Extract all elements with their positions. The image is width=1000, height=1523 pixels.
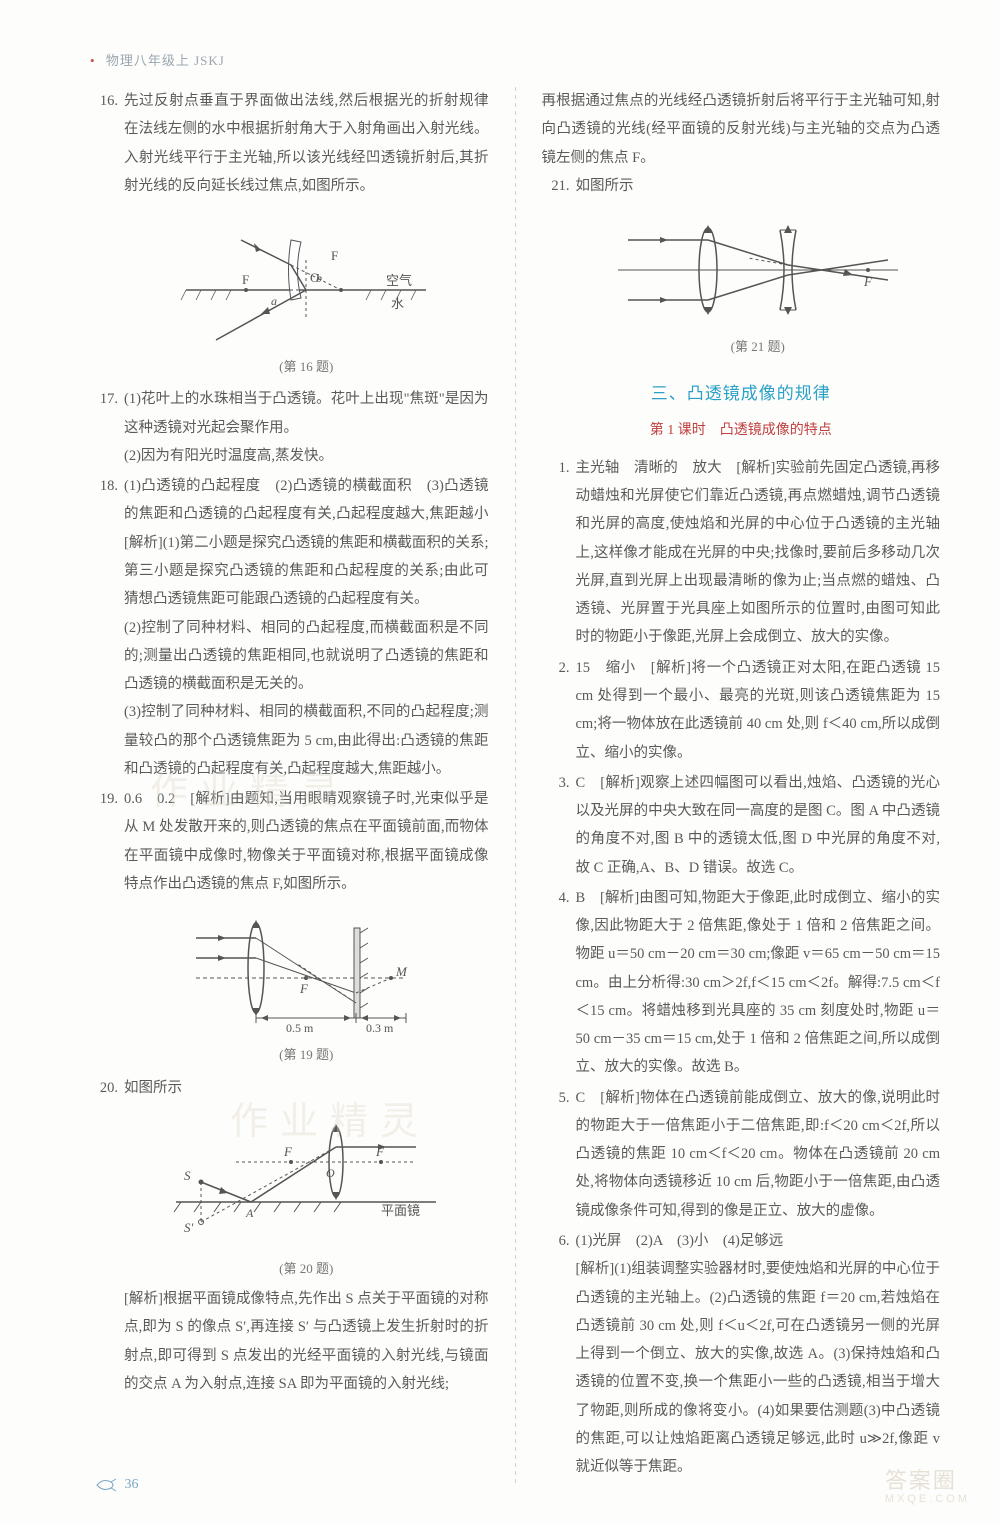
svg-text:b: b bbox=[316, 271, 322, 285]
q17-p1: (1)花叶上的水珠相当于凸透镜。花叶上出现"焦斑"是因为这种透镜对光起会聚作用。 bbox=[124, 385, 489, 442]
r-q6-analysis: [解析](1)组装调整实验器材时,要使烛焰和光屏的中心位于凸透镜的主光轴上。(2… bbox=[576, 1255, 941, 1481]
q17-num: 17. bbox=[90, 385, 124, 470]
q19-text: 0.6 0.2 [解析]由题知,当用眼睛观察镜子时,光束似乎是从 M 处发散开来… bbox=[124, 791, 489, 892]
q16-figure: F F O a b 空气 水 bbox=[124, 210, 489, 379]
r-q2: 2. 15 缩小 [解析]将一个凸透镜正对太阳,在距凸透镜 15 cm 处得到一… bbox=[542, 654, 941, 767]
svg-text:空气: 空气 bbox=[386, 273, 412, 288]
page-number: 36 bbox=[95, 1477, 139, 1493]
page: • 物理八年级上 JSKJ 作业精灵 作业精灵 16. 先过反射点垂直于界面做出… bbox=[0, 0, 1000, 1523]
q17: 17. (1)花叶上的水珠相当于凸透镜。花叶上出现"焦斑"是因为这种透镜对光起会… bbox=[90, 385, 489, 470]
r-q4-text: B [解析]由图可知,物距大于像距,此时成倒立、缩小的实像,因此物距大于 2 倍… bbox=[576, 884, 941, 1082]
q18-p1: (1)凸透镜的凸起程度 (2)凸透镜的横截面积 (3)凸透镜的焦距和凸透镜的凸起… bbox=[124, 472, 489, 613]
q18-body: (1)凸透镜的凸起程度 (2)凸透镜的横截面积 (3)凸透镜的焦距和凸透镜的凸起… bbox=[124, 472, 489, 783]
q20-figure: S S′ A F F O 平面镜 (第 20 题) bbox=[124, 1112, 489, 1281]
r-q4: 4. B [解析]由图可知,物距大于像距,此时成倒立、缩小的实像,因此物距大于 … bbox=[542, 884, 941, 1082]
r-q6-body: (1)光屏 (2)A (3)小 (4)足够远 [解析](1)组装调整实验器材时,… bbox=[576, 1227, 941, 1481]
q20-svg: S S′ A F F O 平面镜 bbox=[166, 1112, 446, 1252]
r-q6-num: 6. bbox=[542, 1227, 576, 1481]
fish-icon bbox=[95, 1478, 117, 1492]
svg-text:S′: S′ bbox=[184, 1220, 194, 1235]
q18: 18. (1)凸透镜的凸起程度 (2)凸透镜的横截面积 (3)凸透镜的焦距和凸透… bbox=[90, 472, 489, 783]
q20-num: 20. bbox=[90, 1074, 124, 1399]
svg-text:O: O bbox=[326, 1166, 335, 1180]
q18-p3: (3)控制了同种材料、相同的横截面积,不同的凸起程度;测量较凸的那个凸透镜焦距为… bbox=[124, 698, 489, 783]
q21-svg: F bbox=[608, 210, 908, 330]
r-q4-num: 4. bbox=[542, 884, 576, 1082]
column-divider bbox=[515, 87, 516, 1483]
watermark-corner: 答案圈 MXQE.COM bbox=[885, 1469, 970, 1505]
q17-body: (1)花叶上的水珠相当于凸透镜。花叶上出现"焦斑"是因为这种透镜对光起会聚作用。… bbox=[124, 385, 489, 470]
q20-text: 如图所示 bbox=[124, 1080, 182, 1096]
q16-svg: F F O a b 空气 水 bbox=[176, 210, 436, 350]
r-q1: 1. 主光轴 清晰的 放大 [解析]实验前先固定凸透镜,再移动蜡烛和光屏使它们靠… bbox=[542, 454, 941, 652]
r-q5-num: 5. bbox=[542, 1084, 576, 1225]
svg-text:F: F bbox=[331, 248, 338, 263]
watermark-big: 答案圈 bbox=[885, 1468, 957, 1493]
q19: 19. 0.6 0.2 [解析]由题知,当用眼睛观察镜子时,光束似乎是从 M 处… bbox=[90, 785, 489, 1071]
q21: 21. 如图所示 bbox=[542, 172, 941, 364]
q21-figure: F (第 21 题) bbox=[576, 210, 941, 359]
svg-text:A: A bbox=[245, 1206, 254, 1220]
header-text: 物理八年级上 JSKJ bbox=[106, 53, 225, 68]
svg-text:a: a bbox=[271, 294, 277, 308]
q16: 16. 先过反射点垂直于界面做出法线,然后根据光的折射规律在法线左侧的水中根据折… bbox=[90, 87, 489, 383]
r-q6-text: (1)光屏 (2)A (3)小 (4)足够远 bbox=[576, 1227, 941, 1255]
q19-num: 19. bbox=[90, 785, 124, 1071]
q19-svg: F M 0.5 m 0.3 m bbox=[176, 908, 436, 1038]
r-q3: 3. C [解析]观察上述四幅图可以看出,烛焰、凸透镜的光心以及光屏的中央大致在… bbox=[542, 769, 941, 882]
q16-body: 先过反射点垂直于界面做出法线,然后根据光的折射规律在法线左侧的水中根据折射角大于… bbox=[124, 87, 489, 383]
q21-text: 如图所示 bbox=[576, 178, 634, 194]
q19-caption: (第 19 题) bbox=[124, 1042, 489, 1067]
watermark-small: MXQE.COM bbox=[885, 1493, 970, 1505]
q20-body: 如图所示 bbox=[124, 1074, 489, 1399]
svg-text:水: 水 bbox=[391, 296, 404, 311]
r-q1-text: 主光轴 清晰的 放大 [解析]实验前先固定凸透镜,再移动蜡烛和光屏使它们靠近凸透… bbox=[576, 454, 941, 652]
q19-figure: F M 0.5 m 0.3 m (第 19 题) bbox=[124, 908, 489, 1067]
q19-body: 0.6 0.2 [解析]由题知,当用眼睛观察镜子时,光束似乎是从 M 处发散开来… bbox=[124, 785, 489, 1071]
svg-text:F: F bbox=[242, 272, 249, 287]
r-q1-num: 1. bbox=[542, 454, 576, 652]
q20-continuation: 再根据通过焦点的光线经凸透镜折射后将平行于主光轴可知,射向凸透镜的光线(经平面镜… bbox=[542, 87, 941, 172]
svg-text:F: F bbox=[863, 274, 873, 289]
header-bullet: • bbox=[90, 53, 96, 68]
svg-text:S: S bbox=[184, 1168, 191, 1183]
q20-caption: (第 20 题) bbox=[124, 1256, 489, 1281]
svg-text:0.3 m: 0.3 m bbox=[366, 1021, 394, 1035]
r-q2-num: 2. bbox=[542, 654, 576, 767]
q18-num: 18. bbox=[90, 472, 124, 783]
q20: 20. 如图所示 bbox=[90, 1074, 489, 1399]
r-q3-num: 3. bbox=[542, 769, 576, 882]
q21-caption: (第 21 题) bbox=[576, 334, 941, 359]
q20-analysis: [解析]根据平面镜成像特点,先作出 S 点关于平面镜的对称点,即为 S 的像点 … bbox=[124, 1285, 489, 1398]
columns-container: 16. 先过反射点垂直于界面做出法线,然后根据光的折射规律在法线左侧的水中根据折… bbox=[90, 87, 940, 1483]
q21-num: 21. bbox=[542, 172, 576, 364]
svg-text:F: F bbox=[283, 1144, 293, 1159]
r-q6: 6. (1)光屏 (2)A (3)小 (4)足够远 [解析](1)组装调整实验器… bbox=[542, 1227, 941, 1481]
q18-p2: (2)控制了同种材料、相同的凸起程度,而横截面积是不同的;测量出凸透镜的焦距相同… bbox=[124, 614, 489, 699]
q16-text: 先过反射点垂直于界面做出法线,然后根据光的折射规律在法线左侧的水中根据折射角大于… bbox=[124, 93, 489, 194]
page-number-text: 36 bbox=[125, 1477, 139, 1492]
page-header: • 物理八年级上 JSKJ bbox=[90, 50, 940, 69]
section-subtitle: 第 1 课时 凸透镜成像的特点 bbox=[542, 417, 941, 444]
left-column: 16. 先过反射点垂直于界面做出法线,然后根据光的折射规律在法线左侧的水中根据折… bbox=[90, 87, 489, 1483]
q16-caption: (第 16 题) bbox=[124, 354, 489, 379]
r-q5: 5. C [解析]物体在凸透镜前能成倒立、放大的像,说明此时的物距大于一倍焦距小… bbox=[542, 1084, 941, 1225]
q21-body: 如图所示 bbox=[576, 172, 941, 364]
q16-num: 16. bbox=[90, 87, 124, 383]
svg-text:M: M bbox=[395, 964, 408, 979]
q17-p2: (2)因为有阳光时温度高,蒸发快。 bbox=[124, 442, 489, 470]
svg-text:平面镜: 平面镜 bbox=[381, 1203, 420, 1218]
right-column: 再根据通过焦点的光线经凸透镜折射后将平行于主光轴可知,射向凸透镜的光线(经平面镜… bbox=[542, 87, 941, 1483]
r-q3-text: C [解析]观察上述四幅图可以看出,烛焰、凸透镜的光心以及光屏的中央大致在同一高… bbox=[576, 769, 941, 882]
r-q5-text: C [解析]物体在凸透镜前能成倒立、放大的像,说明此时的物距大于一倍焦距小于二倍… bbox=[576, 1084, 941, 1225]
svg-text:0.5 m: 0.5 m bbox=[286, 1021, 314, 1035]
section-title: 三、凸透镜成像的规律 bbox=[542, 377, 941, 410]
r-q2-text: 15 缩小 [解析]将一个凸透镜正对太阳,在距凸透镜 15 cm 处得到一个最小… bbox=[576, 654, 941, 767]
svg-text:F: F bbox=[375, 1144, 385, 1159]
svg-text:F: F bbox=[299, 981, 309, 996]
